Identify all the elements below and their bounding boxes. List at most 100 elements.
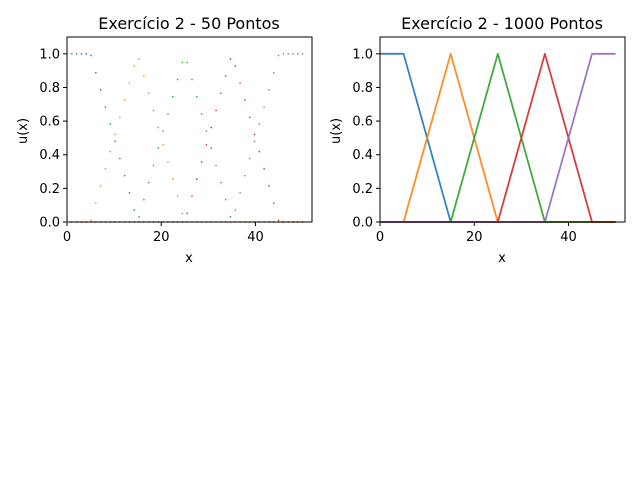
- data-point: [220, 181, 222, 184]
- data-point: [104, 167, 107, 170]
- data-point: [282, 53, 285, 55]
- data-point: [263, 167, 265, 170]
- data-point: [133, 65, 136, 67]
- data-point: [71, 53, 73, 55]
- y-tick-label: 0.0: [352, 216, 373, 231]
- chart-50-points: Exercício 2 - 50 Pontos x u(x) 0 20 400.00…: [16, 14, 313, 266]
- data-point: [152, 109, 155, 112]
- data-point: [248, 157, 251, 160]
- data-point: [75, 53, 78, 55]
- x-tick-label: 0: [63, 230, 71, 245]
- series-1-line: [380, 52, 616, 223]
- plot-frame: [66, 36, 313, 223]
- y-tick-label: 0.2: [39, 182, 60, 197]
- data-point: [176, 78, 179, 81]
- data-point: [268, 185, 270, 187]
- data-point: [171, 178, 174, 180]
- data-point: [200, 161, 203, 163]
- data-point: [263, 106, 265, 108]
- data-point: [167, 113, 169, 115]
- data-point: [157, 147, 160, 150]
- data-point: [138, 58, 140, 60]
- series-2-line: [380, 52, 616, 223]
- data-point: [147, 92, 150, 95]
- data-point: [244, 99, 246, 101]
- y-tick-label: 0.4: [352, 148, 373, 163]
- data-point: [123, 174, 126, 177]
- data-point: [147, 181, 150, 184]
- y-tick-label: 1.0: [39, 47, 60, 62]
- data-point: [248, 116, 251, 119]
- data-point: [90, 219, 92, 222]
- chart-title: Exercício 2 - 1000 Pontos: [401, 14, 603, 33]
- data-point: [258, 150, 261, 153]
- data-point: [119, 157, 121, 160]
- data-point: [215, 164, 217, 167]
- data-marks: [66, 53, 304, 223]
- x-axis-label: x: [498, 251, 506, 266]
- data-point: [205, 143, 208, 146]
- x-axis-label: x: [185, 251, 193, 266]
- data-point: [143, 198, 145, 201]
- x-tick-label: 20: [153, 230, 170, 245]
- data-point: [253, 133, 256, 136]
- data-point: [143, 75, 145, 77]
- y-tick-label: 1.0: [352, 47, 373, 62]
- ticks: 0 20 40 0.0 0.2 0.4 0.6 0.8 1.0: [352, 47, 576, 245]
- data-point: [109, 123, 112, 125]
- y-axis-label: u(x): [329, 118, 344, 144]
- series-5-line: [380, 52, 616, 223]
- data-point: [234, 65, 237, 67]
- data-point: [85, 53, 88, 55]
- data-point: [244, 174, 246, 177]
- data-point: [95, 71, 97, 74]
- data-point: [224, 198, 227, 201]
- plot-frame: [379, 36, 626, 223]
- series-1-points: [66, 53, 304, 223]
- data-point: [277, 54, 280, 57]
- x-tick-label: 20: [466, 230, 483, 245]
- data-point: [119, 116, 121, 119]
- y-tick-label: 0.2: [352, 182, 373, 197]
- data-point: [162, 130, 164, 132]
- data-point: [210, 147, 213, 150]
- data-point: [157, 126, 160, 129]
- data-point: [123, 99, 126, 101]
- data-point: [114, 140, 116, 143]
- series-4-line: [380, 52, 616, 223]
- data-point: [181, 212, 184, 215]
- data-point: [90, 54, 92, 57]
- ticks: 0 20 40 0.0 0.2 0.4 0.6 0.8 1.0: [39, 47, 263, 245]
- data-point: [277, 219, 280, 222]
- data-point: [186, 212, 188, 215]
- y-tick-label: 0.6: [39, 115, 60, 130]
- series-2-points: [66, 58, 304, 223]
- y-axis-label: u(x): [16, 118, 31, 144]
- data-point: [272, 202, 275, 204]
- data-point: [186, 61, 188, 64]
- y-tick-label: 0.4: [39, 148, 60, 163]
- data-point: [181, 61, 184, 64]
- data-point: [229, 58, 232, 60]
- series-3-line: [380, 52, 616, 223]
- data-point: [95, 202, 97, 204]
- data-point: [133, 209, 136, 211]
- data-point: [215, 109, 217, 112]
- data-point: [253, 140, 256, 143]
- data-point: [296, 53, 299, 55]
- data-point: [272, 71, 275, 74]
- data-point: [268, 89, 270, 91]
- data-point: [191, 195, 193, 198]
- data-point: [239, 192, 241, 194]
- data-point: [210, 126, 213, 129]
- y-tick-label: 0.8: [352, 81, 373, 96]
- data-point: [162, 143, 164, 146]
- x-tick-label: 0: [376, 230, 384, 245]
- data-point: [152, 164, 155, 167]
- data-point: [176, 195, 179, 198]
- data-point: [128, 192, 131, 194]
- data-point: [167, 161, 169, 163]
- data-point: [239, 82, 241, 84]
- data-point: [224, 75, 227, 77]
